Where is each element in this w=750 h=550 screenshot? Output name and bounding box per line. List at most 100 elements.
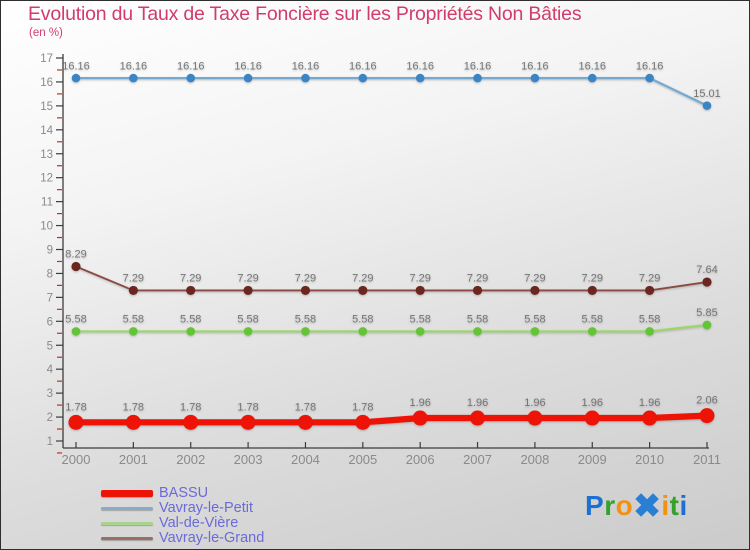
point-label: 16.16 [120,60,148,72]
data-point [129,327,138,336]
data-point [645,327,654,336]
point-label: 16.16 [177,60,205,72]
data-point [71,327,81,336]
data-point [240,414,256,430]
logo-letter: i [679,490,688,521]
data-point [527,410,543,426]
point-label: 1.96 [639,397,660,409]
point-label: 1.78 [65,401,86,413]
point-label: 16.16 [636,60,664,72]
data-point [358,327,368,336]
point-label: 1.78 [180,401,201,413]
y-tick-label: 2 [47,412,53,424]
x-tick-label: 2007 [463,452,492,467]
x-tick-label: 2000 [62,452,91,467]
data-point [702,277,712,287]
y-tick-label: 6 [47,316,53,328]
chart-subtitle: (en %) [29,27,63,39]
point-label: 7.29 [467,272,488,284]
data-point [129,73,138,83]
data-point [699,408,715,424]
x-tick-label: 2008 [520,452,549,467]
point-label: 5.58 [524,314,545,326]
point-label: 16.16 [406,60,434,72]
y-tick-label: 13 [40,149,53,161]
x-tick-label: 2010 [635,452,664,467]
data-point [472,285,483,296]
point-label: 7.29 [295,272,316,284]
x-tick-label: 2011 [693,452,721,467]
data-point [412,410,428,426]
point-label: 1.96 [582,397,603,409]
point-label: 5.58 [639,314,660,326]
series-Vavray-le-Petit: 16.16 16.16 16.16 16.16 16.16 16.16 16.16 16.16… [62,60,721,110]
point-label: 5.58 [409,314,430,326]
point-label: 16.16 [521,60,549,72]
legend-label: Vavray-le-Petit [159,500,254,516]
data-point [470,410,486,426]
y-tick-label: 4 [47,364,54,376]
data-point [186,73,196,83]
legend-swatch [101,489,153,497]
point-label: 1.78 [352,401,373,413]
y-tick-label: 11 [41,197,53,209]
chart-title: Evolution du Taux de Taxe Foncière sur l… [28,3,582,25]
data-point [300,285,311,296]
data-point [358,285,368,296]
data-point [587,73,597,83]
logo-letter: r [604,490,616,521]
legend: BASSU Vavray-le-Petit Val-de-Vière Vavray-l… [101,486,264,545]
data-point [415,285,425,296]
data-point [358,73,368,83]
data-point [186,285,196,296]
legend-swatch [101,521,153,525]
data-point [415,327,425,336]
y-tick-label: 3 [47,388,53,400]
point-label: 5.58 [352,314,373,326]
y-tick-label: 16 [40,77,53,89]
y-tick-label: 17 [40,53,53,65]
data-point [642,410,658,426]
series-line [72,412,711,426]
point-label: 1.96 [409,397,430,409]
y-tick-label: 9 [47,245,53,257]
point-label: 7.29 [409,272,430,284]
logo-letter: t [669,490,680,521]
data-point [530,73,540,83]
point-label: 5.58 [295,314,316,326]
y-tick-label: 7 [47,292,53,304]
logo-letter: i [661,490,670,521]
legend-item: BASSU [101,486,264,500]
data-point [415,73,425,83]
point-label: 1.96 [467,397,488,409]
data-point [473,73,482,83]
point-label: 16.16 [464,60,492,72]
point-label: 16.16 [292,60,320,72]
data-point [243,327,253,336]
data-point [702,320,712,330]
point-label: 5.58 [65,314,86,326]
series-line [75,323,708,333]
series-line [75,265,708,292]
data-point [584,410,600,426]
data-point [243,285,253,296]
series-line [74,77,709,107]
data-point [128,285,138,296]
data-point [702,101,712,110]
point-label: 7.29 [180,272,201,284]
data-point [243,73,253,83]
data-point [645,285,655,296]
legend-label: Vavray-le-Grand [159,530,265,546]
x-tick-label: 2004 [291,452,320,467]
point-label: 7.64 [696,264,717,276]
legend-label: Val-de-Vière [159,515,239,531]
legend-item: Val-de-Vière [101,516,264,530]
point-label: 1.78 [295,401,316,413]
point-label: 7.29 [123,272,144,284]
data-point [530,327,540,336]
data-point [71,73,81,83]
